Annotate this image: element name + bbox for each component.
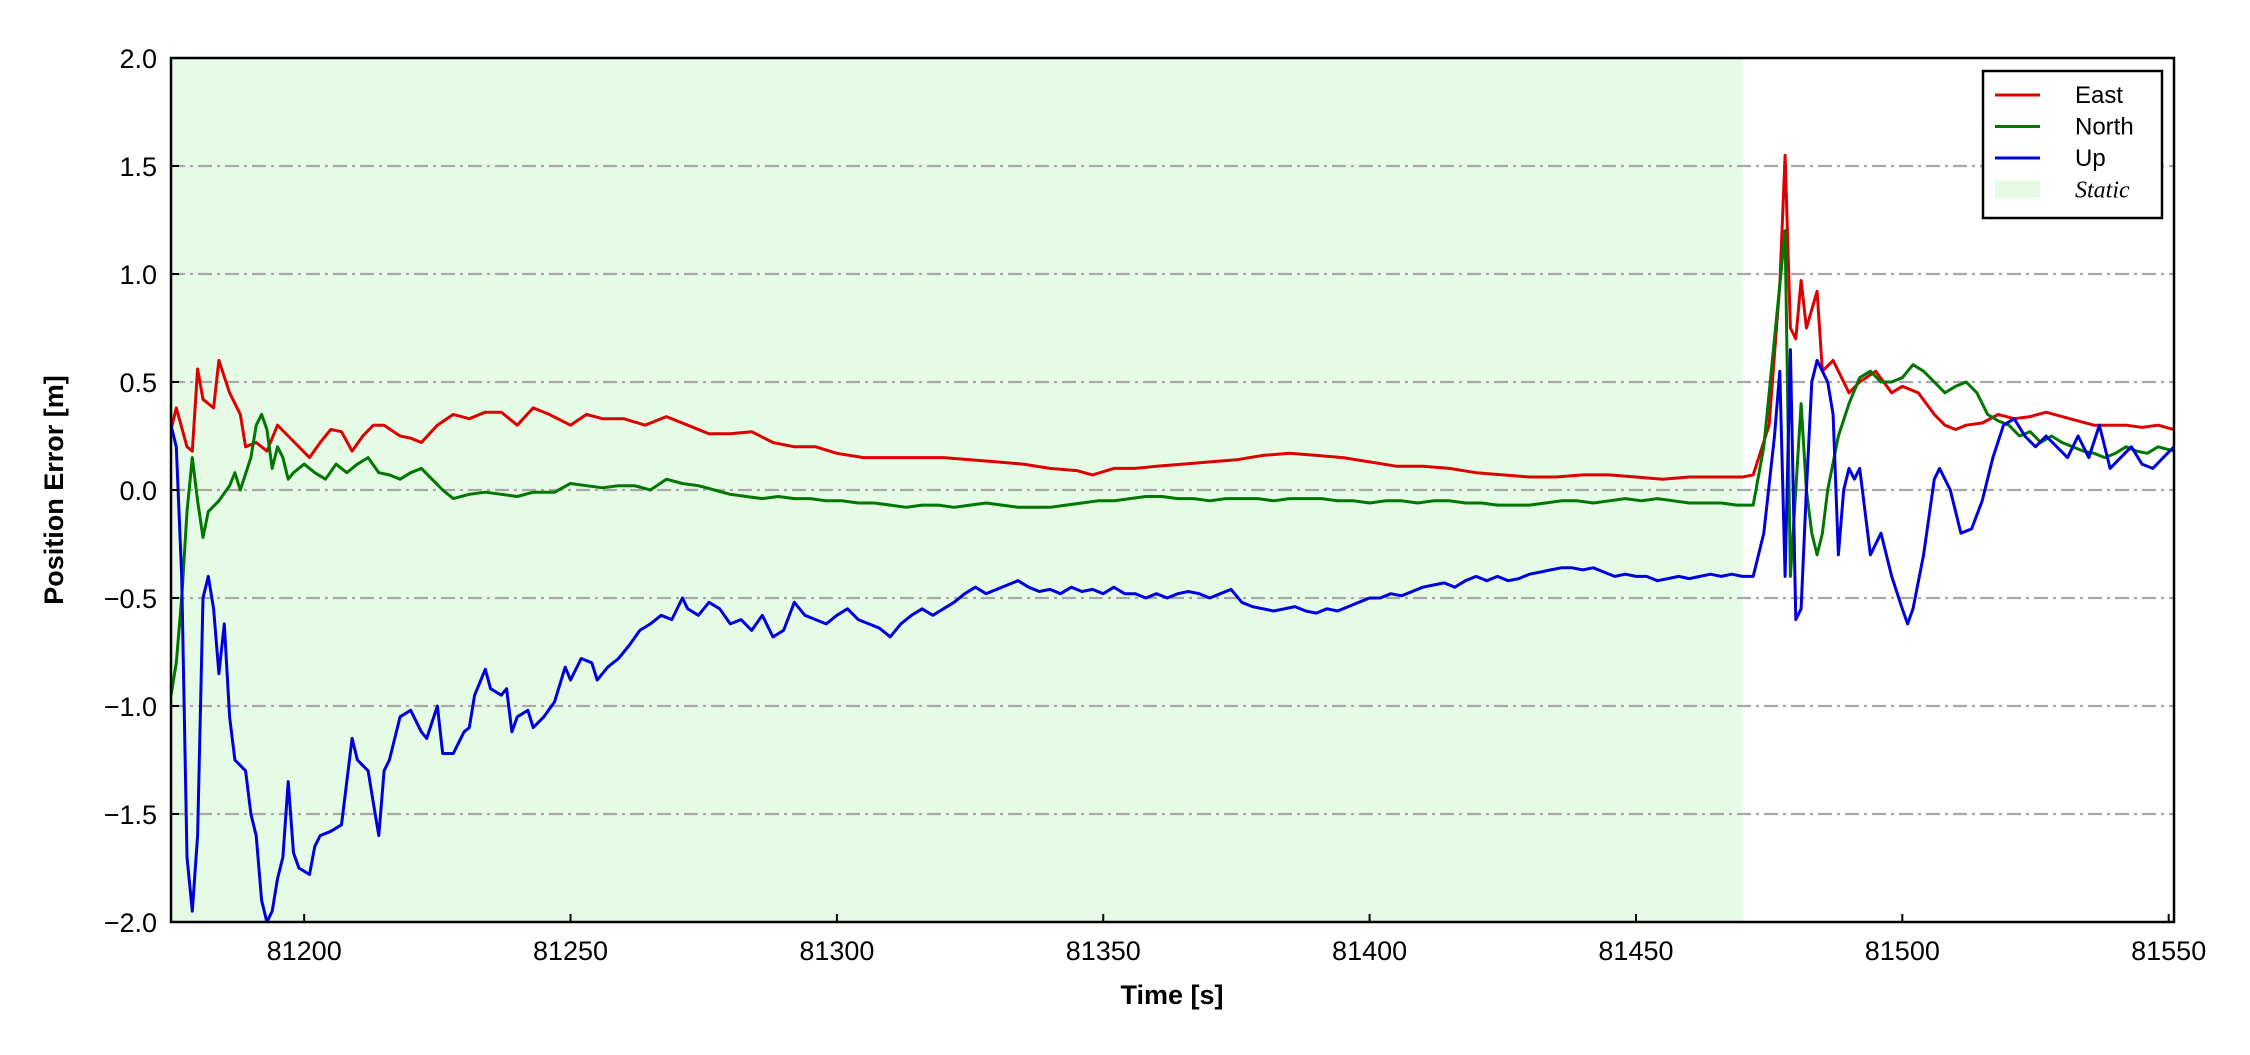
x-tick-label: 81400 bbox=[1332, 936, 1407, 966]
x-axis-label: Time [s] bbox=[1120, 980, 1223, 1010]
y-tick-label: −2.0 bbox=[104, 908, 157, 938]
x-tick-label: 81450 bbox=[1598, 936, 1673, 966]
series-line-north bbox=[171, 229, 2174, 696]
x-tick-label: 81200 bbox=[267, 936, 342, 966]
y-tick-label: −1.5 bbox=[104, 800, 157, 830]
legend-label-up: Up bbox=[2075, 145, 2106, 172]
y-tick-label: 1.5 bbox=[119, 152, 157, 182]
x-tick-label: 81250 bbox=[533, 936, 608, 966]
y-tick-label: −1.0 bbox=[104, 692, 157, 722]
x-tick-label: 81300 bbox=[799, 936, 874, 966]
legend-label-static: Static bbox=[2075, 178, 2130, 204]
y-tick-label: −0.5 bbox=[104, 584, 157, 614]
series-line-east bbox=[171, 153, 2174, 481]
x-tick-label: 81350 bbox=[1066, 936, 1141, 966]
y-tick-label: 2.0 bbox=[119, 44, 157, 74]
legend-label-east: East bbox=[2075, 82, 2123, 109]
x-tick-label: 81500 bbox=[1865, 936, 1940, 966]
series-line-up bbox=[171, 348, 2174, 922]
legend-swatch-static bbox=[1995, 180, 2040, 199]
x-tick-label: 81550 bbox=[2131, 936, 2206, 966]
y-tick-label: 0.0 bbox=[119, 476, 157, 506]
y-axis-label: Position Error [m] bbox=[39, 375, 69, 605]
legend-label-north: North bbox=[2075, 114, 2134, 141]
y-tick-label: 1.0 bbox=[119, 260, 157, 290]
y-tick-label: 0.5 bbox=[119, 368, 157, 398]
legend: East North Up Static bbox=[1981, 69, 2164, 220]
